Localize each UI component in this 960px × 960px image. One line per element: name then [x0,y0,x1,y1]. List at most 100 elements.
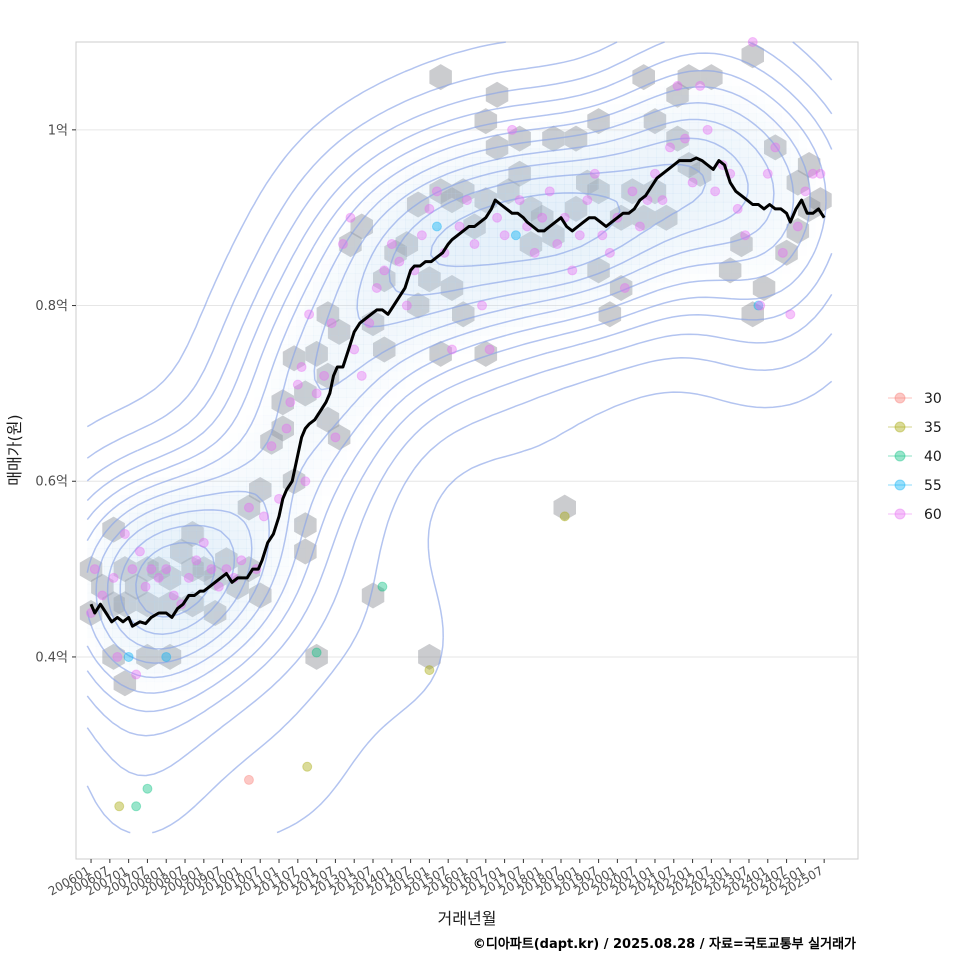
density-fill-cell [304,432,314,443]
density-fill-cell [95,646,105,656]
density-fill-cell [463,246,473,256]
density-fill-cell [513,157,523,167]
density-fill-cell [145,566,155,576]
density-fill-cell [338,415,348,425]
density-fill-cell [722,148,732,158]
density-fill-cell [622,121,632,132]
density-fill-cell [313,308,322,318]
density-fill-cell [405,193,414,203]
density-fill-cell [380,326,389,336]
density-fill-cell [296,406,306,416]
density-fill-cell [639,228,649,238]
density-fill-cell [614,139,624,150]
hexbin-cell [203,564,227,591]
density-fill-cell [497,272,506,283]
density-fill-cell [488,148,498,158]
density-fill-cell [639,104,649,114]
density-fill-cell [212,539,222,549]
density-fill-cell [722,228,732,238]
scatter-point-60 [732,203,743,214]
density-fill-cell [748,157,757,167]
scatter-point-60 [300,476,311,487]
density-fill-cell [162,672,172,683]
density-fill-cell [564,281,573,292]
density-fill-cell [446,335,456,345]
scatter-point-60 [657,195,668,206]
hexbin-cell [237,494,261,521]
density-fill-cell [781,193,791,203]
density-fill-cell [313,272,322,283]
density-fill-cell [564,272,573,283]
density-fill-cell [589,148,598,158]
density-fill-cell [472,272,481,283]
density-fill-cell [639,184,649,194]
density-fill-cell [731,166,741,176]
scatter-point-60 [236,555,247,566]
density-fill-cell [104,557,113,567]
scatter-point-60 [589,168,600,179]
density-fill-cell [221,583,230,594]
density-fill-cell [455,157,465,167]
density-fill-cell [405,361,414,372]
density-fill-cell [371,379,381,389]
density-fill-cell [497,148,506,158]
density-fill-cell [731,237,741,247]
density-fill-cell [756,264,766,274]
density-fill-cell [614,246,624,256]
density-fill-cell [497,210,506,221]
density-fill-cell [589,113,598,123]
density-fill-cell [630,281,640,292]
density-fill-cell [279,397,289,407]
density-fill-cell [480,255,490,265]
density-fill-cell [354,308,364,318]
density-fill-cell [714,219,724,230]
density-fill-cell [321,290,331,301]
density-fill-cell [605,166,615,176]
density-fill-cell [722,219,732,230]
density-fill-cell [530,193,540,203]
density-fill-cell [739,184,749,194]
density-fill-cell [338,308,348,318]
density-fill-cell [363,201,373,212]
density-fill-cell [798,148,808,158]
density-fill-cell [505,317,515,327]
density-fill-cell [196,530,205,540]
density-fill-cell [388,184,398,194]
density-fill-cell [313,388,322,398]
density-fill-cell [279,468,289,478]
density-fill-cell [714,184,724,194]
density-fill-cell [597,193,607,203]
density-fill-cell [170,672,180,683]
density-fill-cell [254,539,264,549]
density-fill-cell [104,521,113,532]
density-fill-cell [271,423,281,434]
density-fill-cell [522,148,532,158]
density-fill-cell [455,219,465,230]
density-fill-cell [672,104,682,114]
density-fill-cell [430,344,440,354]
density-fill-cell [237,539,247,549]
density-fill-cell [212,583,222,594]
density-fill-cell [354,299,364,310]
density-fill-cell [438,148,448,158]
density-fill-cell [363,246,373,256]
density-fill-cell [446,264,456,274]
density-fill-cell [488,281,498,292]
density-fill-cell [405,166,414,176]
density-fill-cell [212,459,222,469]
hexbin-cell [294,380,317,407]
density-contour [95,118,775,664]
density-fill-cell [212,521,222,532]
density-fill-cell [530,175,540,185]
density-fill-cell [279,450,289,461]
density-fill-cell [497,299,506,310]
density-fill-cell [129,557,138,567]
density-fill-cell [446,228,456,238]
density-fill-cell [321,388,331,398]
density-fill-cell [321,441,331,452]
density-fill-cell [572,210,582,221]
density-fill-cell [430,290,440,301]
density-fill-cell [279,521,289,532]
density-fill-cell [112,539,122,549]
density-fill-cell [572,193,582,203]
